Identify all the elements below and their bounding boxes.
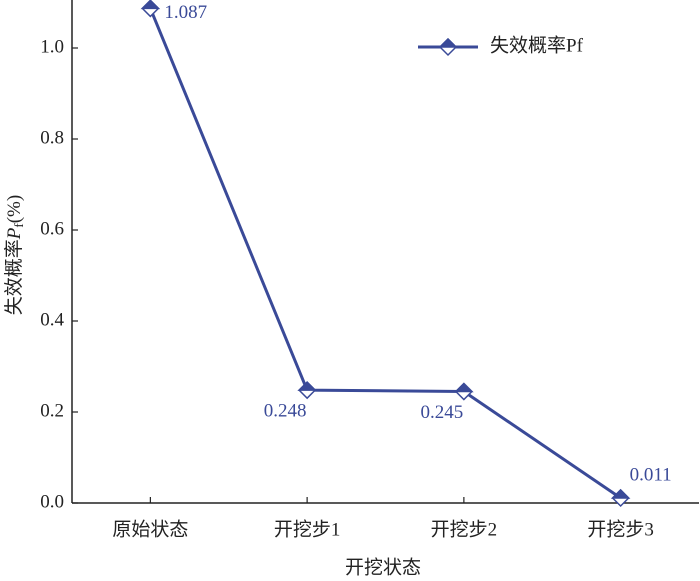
data-label: 0.248 [264, 401, 307, 422]
data-point [140, 0, 161, 18]
data-point [297, 381, 317, 400]
data-point-part [454, 382, 474, 393]
x-tick-label: 开挖步1 [274, 518, 341, 540]
legend-marker [438, 37, 458, 57]
legend-label: 失效概率Pf [490, 34, 584, 56]
y-axis-label-symbol: P [4, 227, 25, 240]
x-tick-label: 原始状态 [112, 518, 188, 540]
y-axis-label-subscript: f [11, 223, 26, 228]
y-tick-label: 0.0 [40, 491, 64, 512]
x-axis-label: 开挖状态 [345, 556, 421, 578]
data-point-part [140, 0, 161, 10]
y-tick-label: 0.8 [40, 127, 64, 148]
y-tick-label: 0.4 [40, 309, 64, 330]
y-axis-label: 失效概率Pf(%) [3, 195, 26, 315]
data-label: 0.245 [421, 402, 464, 423]
data-label: 0.011 [630, 464, 672, 485]
data-point [610, 488, 631, 508]
data-point [454, 382, 474, 401]
y-tick-label: 0.2 [40, 400, 64, 421]
y-axis-label-text: 失效概率 [3, 239, 25, 315]
x-tick-label: 开挖步3 [587, 518, 654, 540]
y-tick-label: 1.0 [40, 36, 64, 57]
data-point-part [610, 488, 631, 499]
legend-marker-part [438, 37, 458, 48]
y-axis-label-unit: (%) [4, 195, 25, 223]
x-tick-label: 开挖步2 [431, 518, 498, 540]
data-line [148, 7, 622, 500]
data-label: 1.087 [164, 2, 207, 23]
y-tick-label: 0.6 [40, 218, 64, 239]
data-point-part [297, 381, 317, 391]
